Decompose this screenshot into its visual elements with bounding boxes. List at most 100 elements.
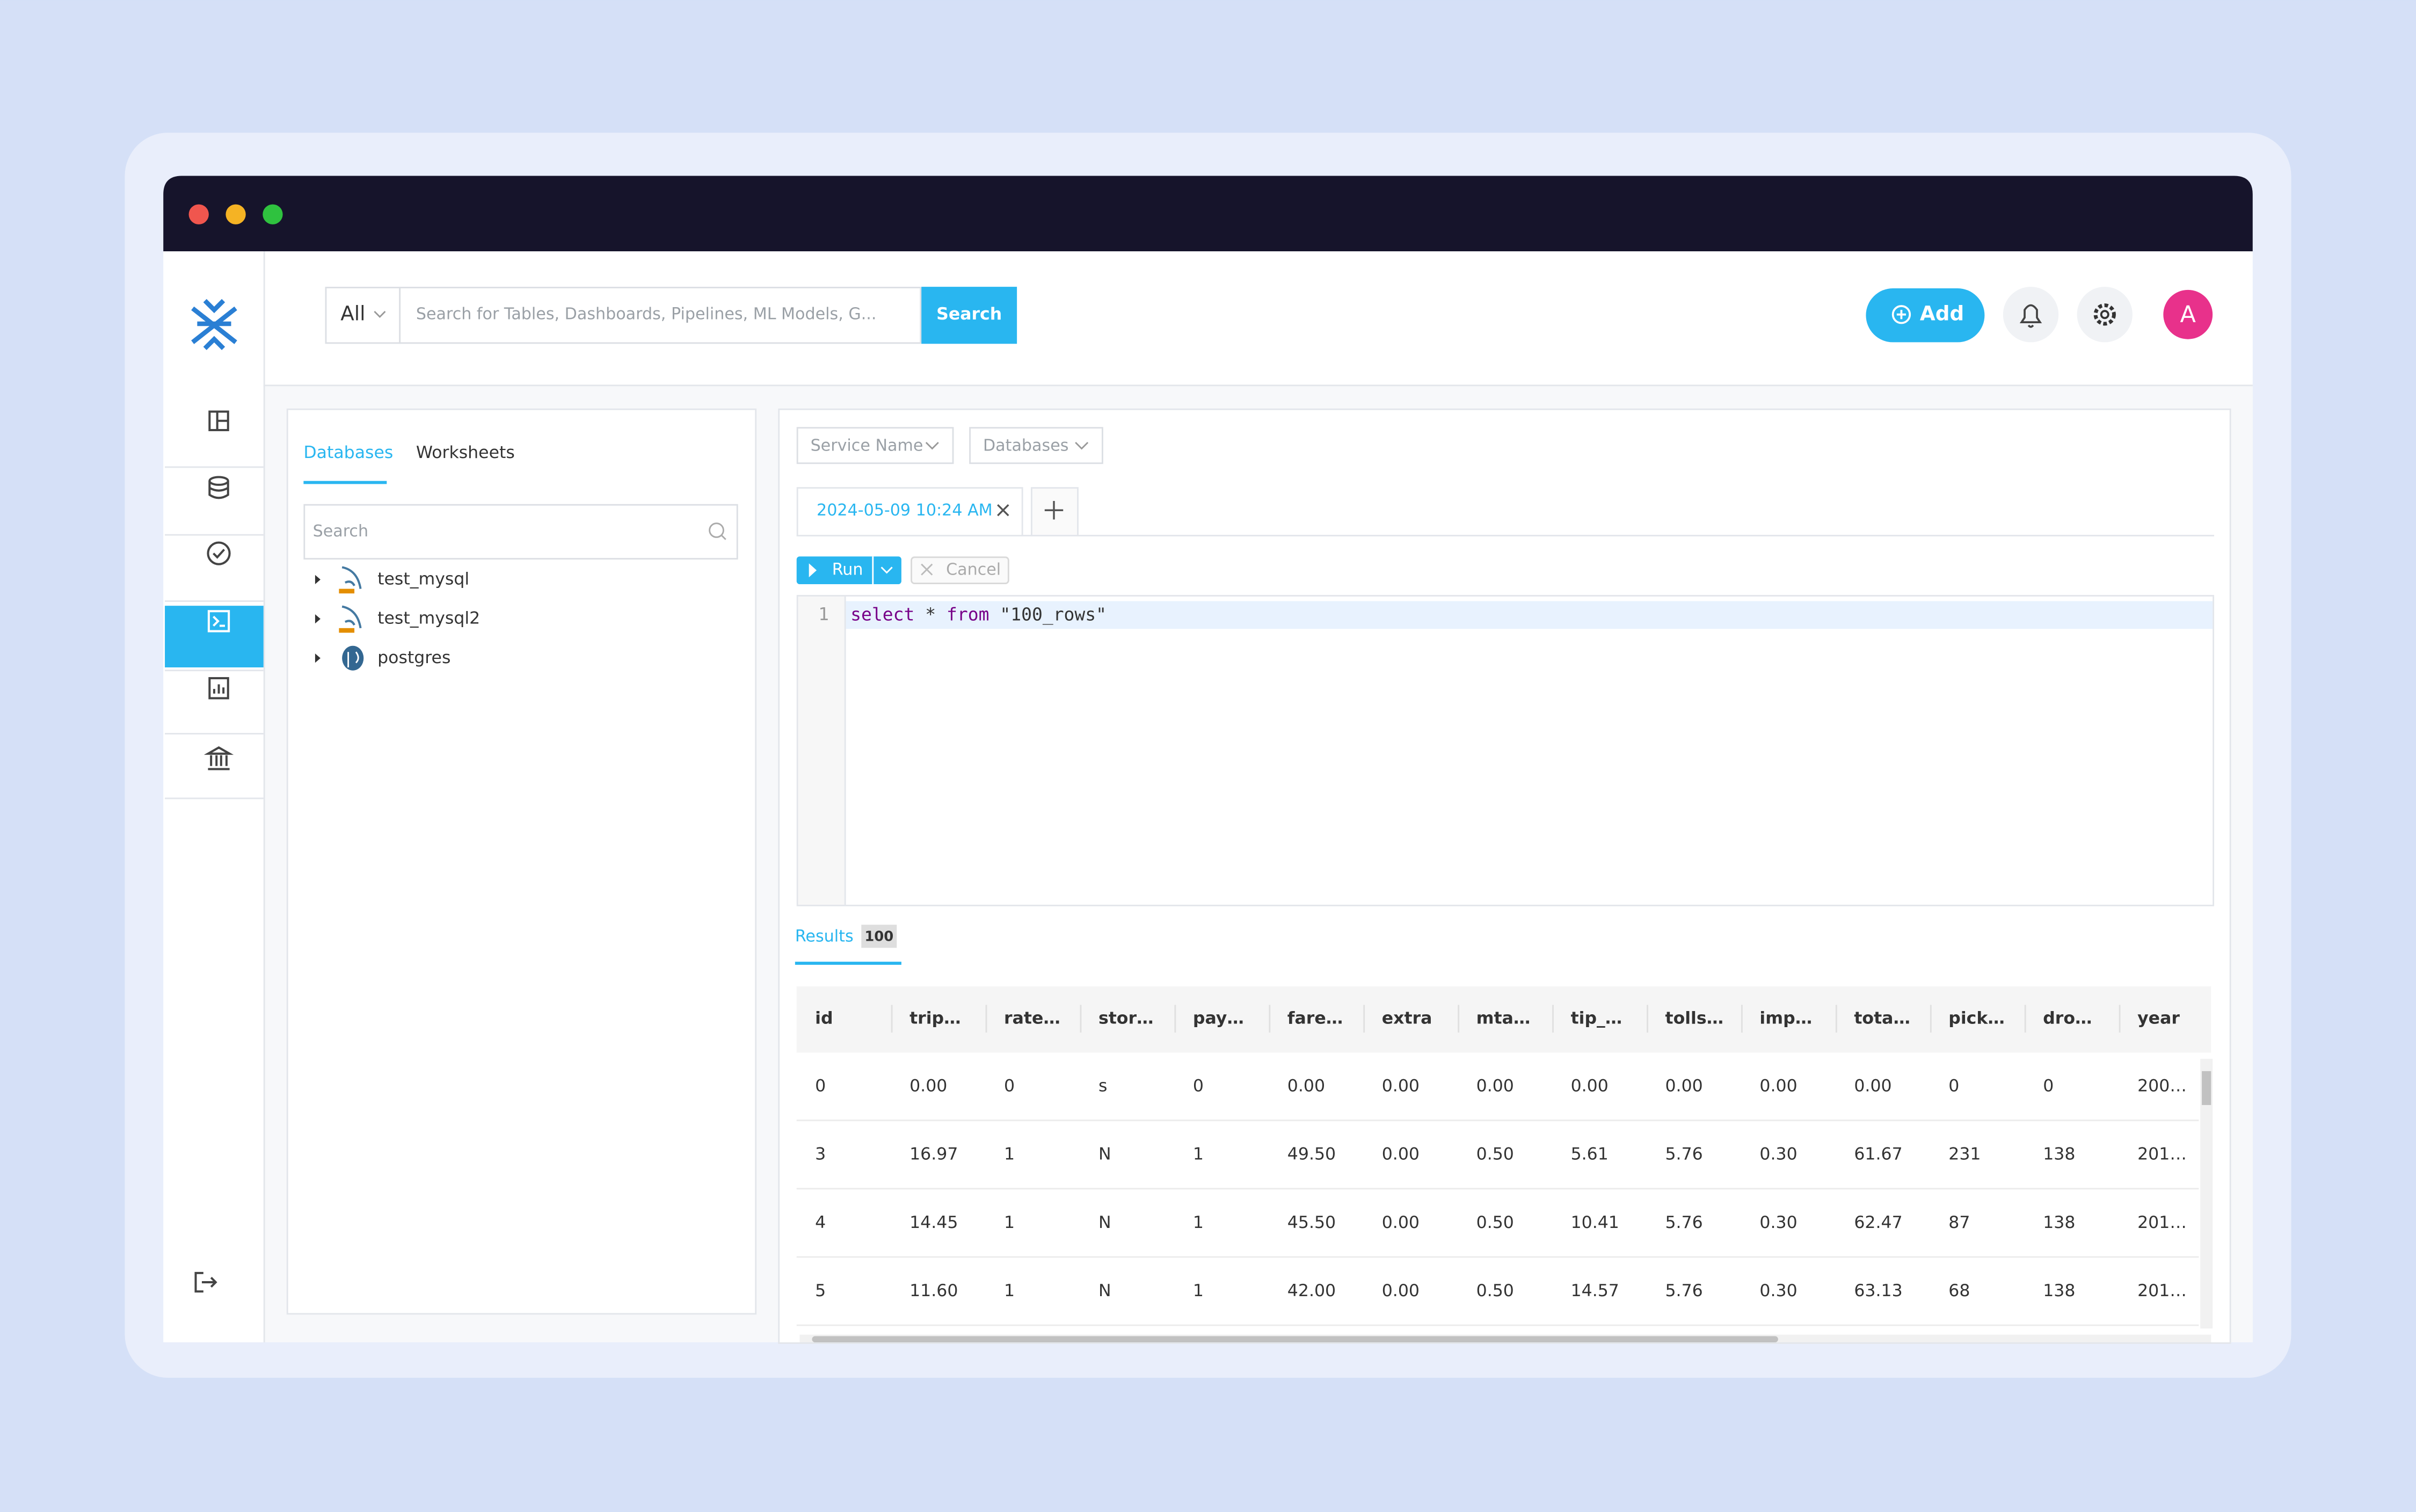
- table-cell: 4: [815, 1213, 826, 1232]
- column-header[interactable]: pay…: [1193, 1008, 1244, 1028]
- column-header[interactable]: extra: [1382, 1008, 1432, 1028]
- table-cell: 0.00: [909, 1077, 947, 1096]
- nav-quality[interactable]: [207, 541, 231, 565]
- table-cell: 5.61: [1571, 1145, 1609, 1164]
- run-button[interactable]: [796, 556, 901, 585]
- run-menu[interactable]: [880, 566, 893, 574]
- h-scroll-thumb[interactable]: [812, 1336, 1778, 1342]
- column-header[interactable]: tota…: [1854, 1008, 1910, 1028]
- sql-line: select * from "100_rows": [850, 604, 1107, 625]
- mysql-icon: [341, 566, 362, 589]
- v-scroll-thumb[interactable]: [2202, 1071, 2211, 1106]
- add-label: Add: [1920, 301, 1964, 325]
- query-tab-label: 2024-05-09 10:24 AM: [817, 501, 993, 520]
- explorer-search[interactable]: [303, 504, 738, 560]
- table-cell: 61.67: [1854, 1145, 1902, 1164]
- expand-arrow[interactable]: [315, 614, 321, 624]
- explorer-search-placeholder: Search: [313, 522, 369, 541]
- table-cell: 0.30: [1759, 1213, 1797, 1232]
- search-icon: [709, 522, 724, 538]
- filter-select[interactable]: [969, 427, 1103, 464]
- table-cell: 5.76: [1665, 1213, 1702, 1232]
- table-header: [796, 986, 2211, 1053]
- logo[interactable]: [191, 299, 237, 350]
- postgres-icon-detail: [347, 651, 359, 667]
- settings-button[interactable]: [2077, 287, 2133, 343]
- table-cell: 68: [1948, 1281, 1970, 1300]
- table-cell: 201…: [2137, 1213, 2187, 1232]
- sql-token: select: [850, 604, 914, 624]
- v-scrollbar[interactable]: [2200, 1058, 2213, 1329]
- table-cell: 45.50: [1287, 1213, 1336, 1232]
- column-header[interactable]: stor…: [1098, 1008, 1154, 1028]
- column-header[interactable]: tolls…: [1665, 1008, 1723, 1028]
- table-cell: 1: [1004, 1213, 1015, 1232]
- column-header[interactable]: id: [815, 1008, 833, 1028]
- gear-icon: [2093, 303, 2116, 326]
- scope-select[interactable]: [325, 287, 401, 344]
- database-name[interactable]: test_mysql: [377, 569, 469, 588]
- scope-label: All: [340, 301, 365, 325]
- column-header[interactable]: imp…: [1759, 1008, 1812, 1028]
- search-button[interactable]: [921, 287, 1017, 344]
- column-header[interactable]: tip_…: [1571, 1008, 1622, 1028]
- add-icon: [1891, 305, 1911, 324]
- minimize-dot[interactable]: [225, 204, 246, 224]
- table-cell: 0.00: [1382, 1077, 1420, 1096]
- nav-explore[interactable]: [208, 410, 229, 432]
- column-header[interactable]: fare…: [1287, 1008, 1343, 1028]
- query-tab[interactable]: [796, 487, 1023, 537]
- table-cell: 0.50: [1476, 1145, 1514, 1164]
- nav-governance[interactable]: [203, 746, 234, 770]
- expand-arrow[interactable]: [315, 653, 321, 663]
- explorer-tab[interactable]: Worksheets: [416, 443, 515, 462]
- table-cell: 0: [1193, 1077, 1204, 1096]
- sql-token: "100_rows": [989, 604, 1107, 625]
- explorer-tab-active[interactable]: Databases: [303, 443, 393, 462]
- table-cell: 0.00: [1287, 1077, 1325, 1096]
- search-button-label: Search: [936, 304, 1002, 324]
- table-cell: 0.50: [1476, 1281, 1514, 1300]
- nav-logout[interactable]: [194, 1271, 217, 1293]
- table-cell: s: [1098, 1077, 1107, 1096]
- table-cell: 5.76: [1665, 1281, 1702, 1300]
- column-header[interactable]: trip…: [909, 1008, 961, 1028]
- tab-close[interactable]: [997, 504, 1009, 517]
- filter-select[interactable]: [796, 427, 954, 464]
- column-header[interactable]: dro…: [2043, 1008, 2092, 1028]
- column-header[interactable]: year: [2137, 1008, 2180, 1028]
- table-cell: 201…: [2137, 1145, 2187, 1164]
- cancel-button[interactable]: [911, 556, 1009, 585]
- gear-hub: [2100, 310, 2109, 319]
- column-header[interactable]: mta…: [1476, 1008, 1531, 1028]
- active-line: [846, 601, 2213, 629]
- nav-insights[interactable]: [208, 677, 229, 700]
- results-tab[interactable]: Results: [795, 927, 854, 946]
- avatar[interactable]: [2163, 289, 2213, 339]
- filter-label: Databases: [983, 437, 1068, 455]
- postgres-icon: [342, 645, 364, 671]
- editor[interactable]: [796, 595, 2215, 906]
- expand-arrow[interactable]: [315, 575, 321, 585]
- column-header[interactable]: rate…: [1004, 1008, 1060, 1028]
- notifications-button[interactable]: [2003, 287, 2059, 343]
- table-cell: 0.00: [1854, 1077, 1891, 1096]
- database-name[interactable]: postgres: [377, 648, 450, 667]
- table-cell: 138: [2043, 1281, 2075, 1300]
- nav-active: [165, 606, 264, 667]
- table-cell: 0: [1004, 1077, 1015, 1096]
- table-cell: 11.60: [909, 1281, 958, 1300]
- results-count-badge: [861, 925, 897, 948]
- add-button[interactable]: [1866, 288, 1985, 343]
- table-cell: 5: [815, 1281, 826, 1300]
- table-cell: 16.97: [909, 1145, 958, 1164]
- line-number: 1: [818, 604, 829, 624]
- nav-database[interactable]: [208, 476, 229, 499]
- nav-query[interactable]: [207, 610, 230, 633]
- database-name[interactable]: test_mysql2: [377, 609, 480, 628]
- column-header[interactable]: pick…: [1948, 1008, 2005, 1028]
- close-dot[interactable]: [188, 204, 209, 224]
- search-input[interactable]: [399, 287, 922, 344]
- run-icon: [809, 563, 817, 578]
- maximize-dot[interactable]: [263, 204, 283, 224]
